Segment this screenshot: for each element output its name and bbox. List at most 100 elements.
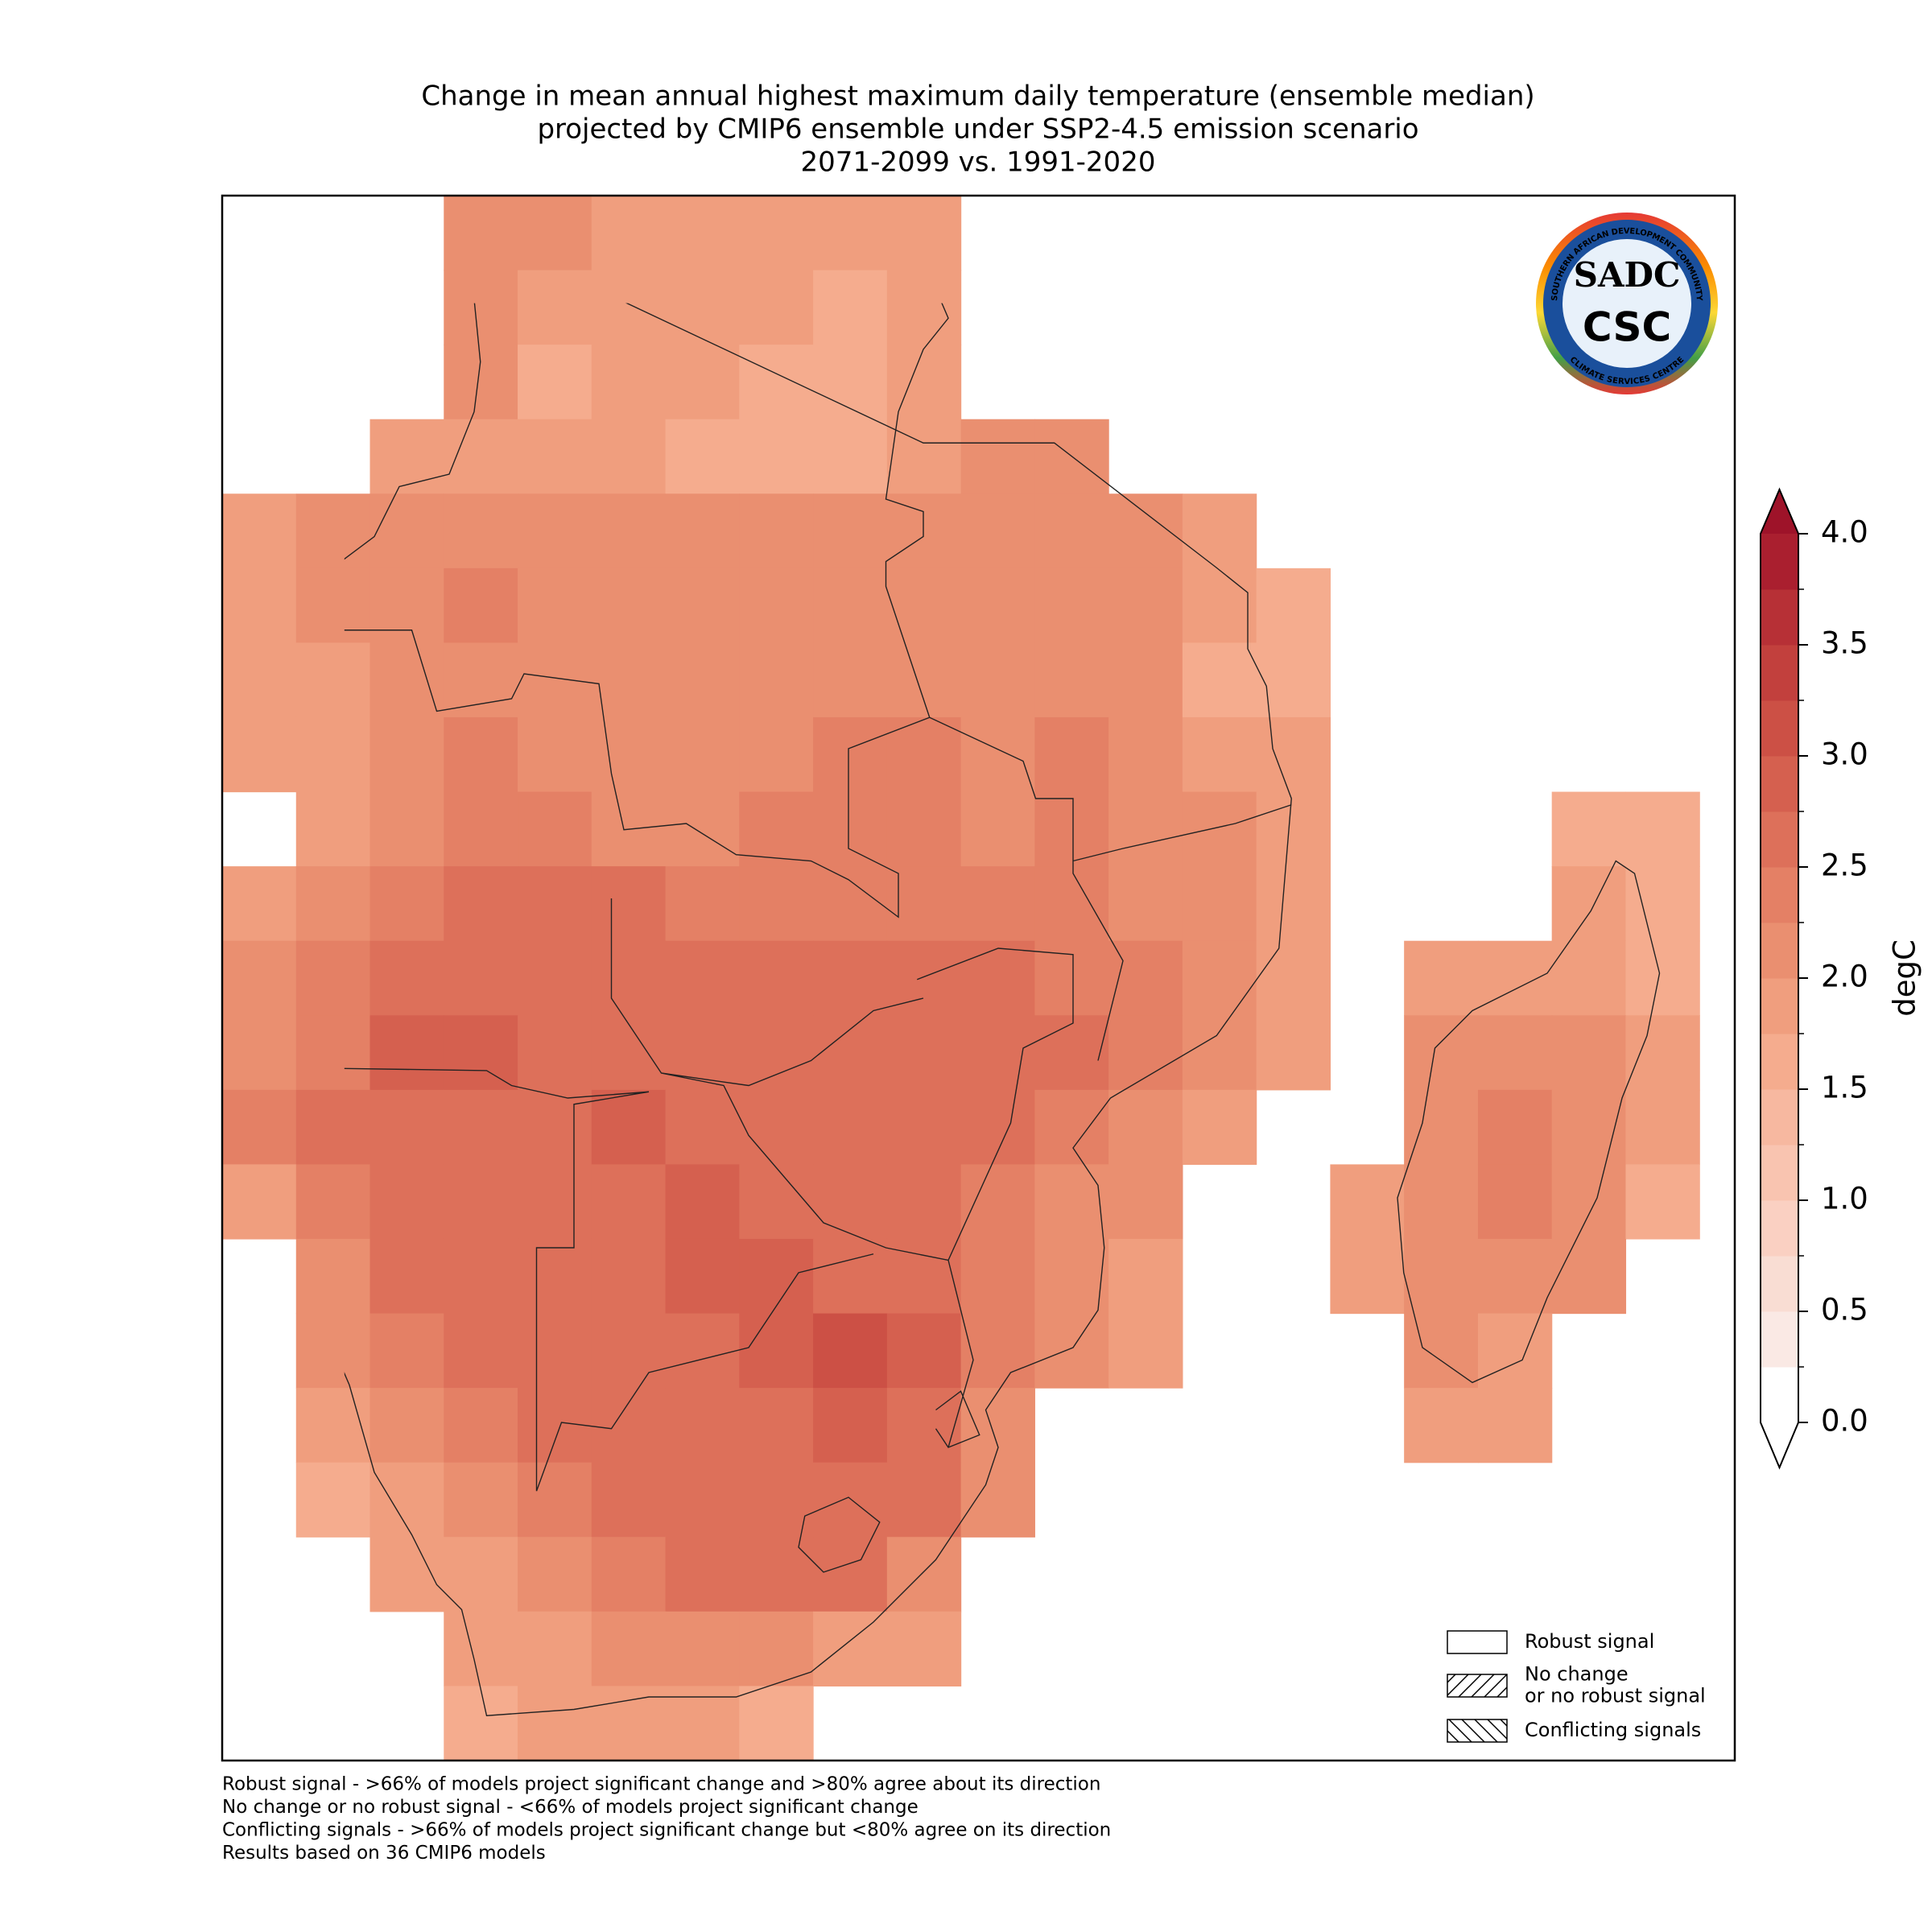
map-cell bbox=[1034, 1015, 1109, 1091]
map-cell bbox=[1256, 866, 1331, 942]
colorbar-tick-label: 3.0 bbox=[1821, 737, 1868, 772]
map-cell bbox=[444, 940, 518, 1016]
coastline bbox=[344, 303, 1292, 1716]
map-cell bbox=[591, 866, 667, 942]
map-cell bbox=[369, 1388, 444, 1463]
map-cell bbox=[295, 716, 371, 793]
map-cell bbox=[444, 1015, 518, 1091]
logo: SOUTHERN AFRICAN DEVELOPMENT COMMUNITY C… bbox=[1536, 213, 1718, 394]
map-cell bbox=[739, 1388, 814, 1463]
map-cell bbox=[1625, 791, 1700, 867]
map-cell bbox=[1551, 1238, 1627, 1315]
map-cell bbox=[295, 791, 371, 867]
map-cell bbox=[295, 1462, 371, 1538]
map-cell bbox=[665, 1537, 740, 1612]
map-cell bbox=[739, 866, 814, 942]
map-cell bbox=[444, 1462, 518, 1538]
title-line: 2071-2099 vs. 1991-2020 bbox=[801, 147, 1156, 179]
map-cell bbox=[813, 493, 888, 569]
map-cell bbox=[591, 1462, 667, 1538]
map-cell bbox=[886, 1089, 962, 1166]
map-cell bbox=[591, 345, 667, 420]
map-cell bbox=[444, 1611, 518, 1686]
colorbar-segment bbox=[1761, 1034, 1798, 1090]
map-cell bbox=[1404, 1089, 1479, 1166]
map-cell bbox=[1182, 1015, 1257, 1091]
map-cell bbox=[444, 791, 518, 867]
map-cell bbox=[1108, 866, 1183, 942]
map-cell bbox=[369, 1537, 444, 1612]
map-cell bbox=[665, 1164, 740, 1240]
map-cell bbox=[369, 1238, 444, 1315]
colorbar-segment bbox=[1761, 1200, 1798, 1257]
legend-label: Robust signal bbox=[1525, 1630, 1654, 1653]
map-cell bbox=[295, 940, 371, 1016]
map-cell bbox=[295, 1388, 371, 1463]
map-cell bbox=[1182, 866, 1257, 942]
map-cell bbox=[813, 642, 888, 718]
map-cell bbox=[444, 196, 518, 271]
colorbar-segment bbox=[1761, 978, 1798, 1034]
map-cell bbox=[222, 642, 297, 718]
map-cell bbox=[1108, 493, 1183, 569]
map-cell bbox=[1404, 1313, 1479, 1389]
map-cell bbox=[886, 568, 962, 644]
map-cell bbox=[886, 345, 962, 420]
map-cell bbox=[1108, 940, 1183, 1016]
map-cell bbox=[665, 940, 740, 1016]
map-cell bbox=[739, 1462, 814, 1538]
legend-swatch bbox=[1447, 1630, 1508, 1654]
map-cell bbox=[886, 493, 962, 569]
map-cell bbox=[369, 940, 444, 1016]
map-cell bbox=[369, 716, 444, 793]
map-cell bbox=[295, 1089, 371, 1166]
map-cell bbox=[665, 1015, 740, 1091]
legend-label: No change bbox=[1525, 1663, 1629, 1686]
map-cell bbox=[960, 866, 1035, 942]
map-cell bbox=[518, 1388, 592, 1463]
map-cell bbox=[1330, 1164, 1405, 1240]
map-cell bbox=[1108, 1164, 1183, 1240]
map-cell bbox=[886, 940, 962, 1016]
map-cell bbox=[1551, 1015, 1627, 1091]
map-cell bbox=[444, 716, 518, 793]
legend-swatch bbox=[1447, 1719, 1508, 1743]
map-cell bbox=[1625, 940, 1700, 1016]
map-cell bbox=[739, 1238, 814, 1315]
map-cell bbox=[665, 791, 740, 867]
map-cell bbox=[518, 270, 592, 345]
map-cell bbox=[518, 1537, 592, 1612]
map-cell bbox=[1034, 866, 1109, 942]
map-cell bbox=[369, 1462, 444, 1538]
map-cell bbox=[1034, 1313, 1109, 1389]
colorbar-segment bbox=[1761, 867, 1798, 923]
map-cell bbox=[444, 1537, 518, 1612]
map-cell bbox=[1034, 642, 1109, 718]
map-cell bbox=[591, 270, 667, 345]
map-cell bbox=[444, 866, 518, 942]
colorbar-tick-label: 0.5 bbox=[1821, 1293, 1868, 1327]
map-cell bbox=[518, 568, 592, 644]
map-cell bbox=[960, 716, 1035, 793]
colorbar-segment bbox=[1761, 756, 1798, 812]
map-cell bbox=[518, 716, 592, 793]
map-cell bbox=[665, 1313, 740, 1389]
map-cell bbox=[1477, 1238, 1553, 1315]
map-cell bbox=[739, 345, 814, 420]
map-cell bbox=[369, 1164, 444, 1240]
map-cell bbox=[1108, 1313, 1183, 1389]
map-cell bbox=[1256, 642, 1331, 718]
map-cell bbox=[591, 568, 667, 644]
map-frame bbox=[221, 194, 1736, 1762]
map-cell bbox=[444, 419, 518, 494]
map-cell bbox=[222, 1164, 297, 1240]
map-cell bbox=[444, 493, 518, 569]
map-cell bbox=[222, 568, 297, 644]
map-cell bbox=[813, 940, 888, 1016]
map-cell bbox=[1551, 940, 1627, 1016]
map-cell bbox=[813, 270, 888, 345]
map-cell bbox=[444, 1313, 518, 1389]
map-cell bbox=[739, 940, 814, 1016]
map-cell bbox=[813, 791, 888, 867]
colorbar-tick-label: 1.5 bbox=[1821, 1071, 1868, 1105]
